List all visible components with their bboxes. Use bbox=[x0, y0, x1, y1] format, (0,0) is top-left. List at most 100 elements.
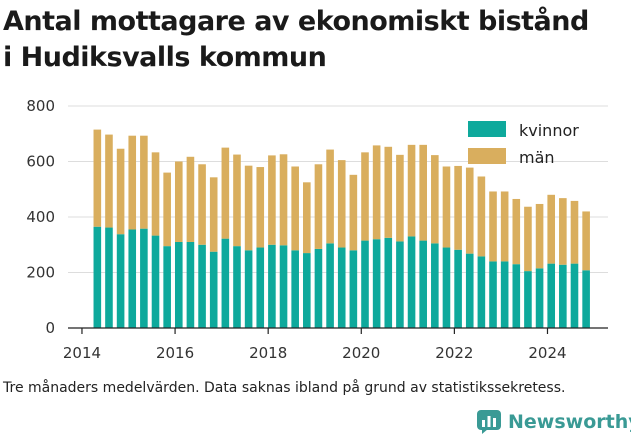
legend-label-kvinnor: kvinnor bbox=[519, 121, 579, 140]
bar-kvinnor-22 bbox=[349, 250, 358, 328]
bar-man-19 bbox=[314, 164, 323, 249]
bar-kvinnor-10 bbox=[209, 251, 218, 328]
bar-man-14 bbox=[256, 167, 265, 248]
bar-man-7 bbox=[174, 161, 183, 242]
bar-man-9 bbox=[198, 164, 206, 245]
newsworthy-icon bbox=[477, 410, 501, 434]
bar-man-1 bbox=[105, 134, 113, 228]
bar-kvinnor-14 bbox=[256, 247, 265, 328]
bar-man-27 bbox=[407, 144, 416, 237]
bar-man-13 bbox=[244, 165, 253, 251]
bar-man-29 bbox=[431, 155, 439, 244]
bar-man-10 bbox=[209, 177, 218, 252]
bar-man-39 bbox=[547, 194, 556, 264]
bar-kvinnor-20 bbox=[326, 243, 334, 328]
bar-kvinnor-6 bbox=[163, 246, 171, 328]
bar-man-8 bbox=[186, 156, 195, 242]
bar-man-40 bbox=[559, 198, 567, 265]
bar-man-33 bbox=[477, 176, 486, 257]
bar-man-4 bbox=[140, 135, 148, 229]
y-axis-tick-labels: 0 200 400 600 800 bbox=[26, 97, 55, 337]
bar-man-21 bbox=[337, 160, 346, 248]
bar-kvinnor-3 bbox=[128, 229, 137, 328]
bar-man-31 bbox=[454, 165, 462, 250]
title-line-1: Antal mottagare av ekonomiskt bistånd bbox=[3, 6, 589, 37]
bar-kvinnor-36 bbox=[512, 264, 521, 328]
bar-man-20 bbox=[326, 149, 334, 244]
x-axis-ticks: 2014 2016 2018 2020 2022 2024 bbox=[63, 328, 567, 362]
bar-man-42 bbox=[582, 211, 590, 271]
bar-man-32 bbox=[465, 167, 474, 254]
bar-man-3 bbox=[128, 135, 137, 230]
bar-man-24 bbox=[372, 145, 381, 240]
bar-kvinnor-12 bbox=[233, 246, 241, 328]
bar-kvinnor-7 bbox=[174, 241, 183, 328]
newsworthy-logo: Newsworthy bbox=[476, 408, 631, 436]
bar-man-12 bbox=[233, 154, 241, 247]
bar-kvinnor-33 bbox=[477, 256, 486, 328]
brand-name: Newsworthy bbox=[508, 411, 631, 433]
bar-kvinnor-29 bbox=[431, 243, 439, 328]
y-tick-label-0: 0 bbox=[45, 319, 55, 337]
bar-kvinnor-26 bbox=[396, 241, 404, 328]
bar-man-35 bbox=[500, 191, 509, 262]
bar-kvinnor-24 bbox=[372, 239, 381, 328]
bar-man-5 bbox=[151, 152, 160, 236]
bar-kvinnor-31 bbox=[454, 249, 462, 328]
bar-kvinnor-40 bbox=[559, 264, 567, 328]
bar-man-38 bbox=[535, 203, 544, 269]
bar-man-2 bbox=[116, 148, 125, 235]
bar-kvinnor-32 bbox=[465, 253, 474, 328]
bar-kvinnor-27 bbox=[407, 236, 416, 328]
bar-kvinnor-4 bbox=[140, 228, 148, 328]
bar-man-23 bbox=[361, 152, 369, 241]
bar-man-11 bbox=[221, 147, 230, 239]
bar-man-37 bbox=[524, 206, 532, 272]
x-tick-label-2020: 2020 bbox=[342, 344, 380, 362]
bar-kvinnor-34 bbox=[489, 261, 497, 328]
bar-kvinnor-17 bbox=[291, 250, 299, 328]
y-tick-label-200: 200 bbox=[26, 264, 55, 282]
bar-man-34 bbox=[489, 191, 497, 262]
bar-man-30 bbox=[442, 166, 451, 248]
bar-kvinnor-38 bbox=[535, 268, 544, 328]
x-tick-label-2024: 2024 bbox=[528, 344, 566, 362]
bar-kvinnor-15 bbox=[268, 244, 276, 328]
legend-label-man: män bbox=[519, 148, 555, 167]
bar-kvinnor-0 bbox=[93, 226, 102, 328]
bar-kvinnor-9 bbox=[198, 244, 206, 328]
bar-man-41 bbox=[570, 200, 579, 264]
stacked-bar-chart: 0 200 400 600 800 2014 2016 2018 2020 2022 2024 k… bbox=[26, 97, 608, 362]
bar-man-28 bbox=[419, 144, 427, 241]
bar-kvinnor-23 bbox=[361, 240, 369, 328]
bar-man-18 bbox=[303, 182, 311, 254]
y-tick-label-400: 400 bbox=[26, 208, 55, 226]
x-tick-label-2014: 2014 bbox=[63, 344, 101, 362]
bar-man-22 bbox=[349, 174, 358, 251]
title-line-2: i Hudiksvalls kommun bbox=[3, 42, 327, 73]
footnote: Tre månaders medelvärden. Data saknas ib… bbox=[3, 380, 566, 396]
bar-man-17 bbox=[291, 166, 299, 251]
bar-kvinnor-39 bbox=[547, 263, 556, 328]
bars bbox=[93, 129, 590, 328]
bar-kvinnor-35 bbox=[500, 261, 509, 328]
bar-kvinnor-30 bbox=[442, 247, 451, 328]
x-tick-label-2018: 2018 bbox=[249, 344, 287, 362]
bar-kvinnor-37 bbox=[524, 271, 532, 328]
bar-kvinnor-18 bbox=[303, 253, 311, 328]
bar-kvinnor-13 bbox=[244, 250, 253, 328]
bar-man-0 bbox=[93, 129, 102, 227]
bar-kvinnor-41 bbox=[570, 263, 579, 328]
bar-kvinnor-25 bbox=[384, 237, 393, 328]
bar-kvinnor-5 bbox=[151, 235, 160, 328]
bar-man-36 bbox=[512, 198, 521, 265]
bar-kvinnor-2 bbox=[116, 234, 125, 328]
chart-title: Antal mottagare av ekonomiskt bistånd i … bbox=[3, 4, 629, 76]
bar-kvinnor-28 bbox=[419, 240, 427, 328]
bar-kvinnor-11 bbox=[221, 238, 230, 328]
bar-man-25 bbox=[384, 146, 393, 238]
legend: kvinnor män bbox=[468, 121, 579, 167]
x-tick-label-2022: 2022 bbox=[435, 344, 473, 362]
bar-kvinnor-21 bbox=[337, 247, 346, 328]
bar-kvinnor-16 bbox=[279, 245, 288, 328]
